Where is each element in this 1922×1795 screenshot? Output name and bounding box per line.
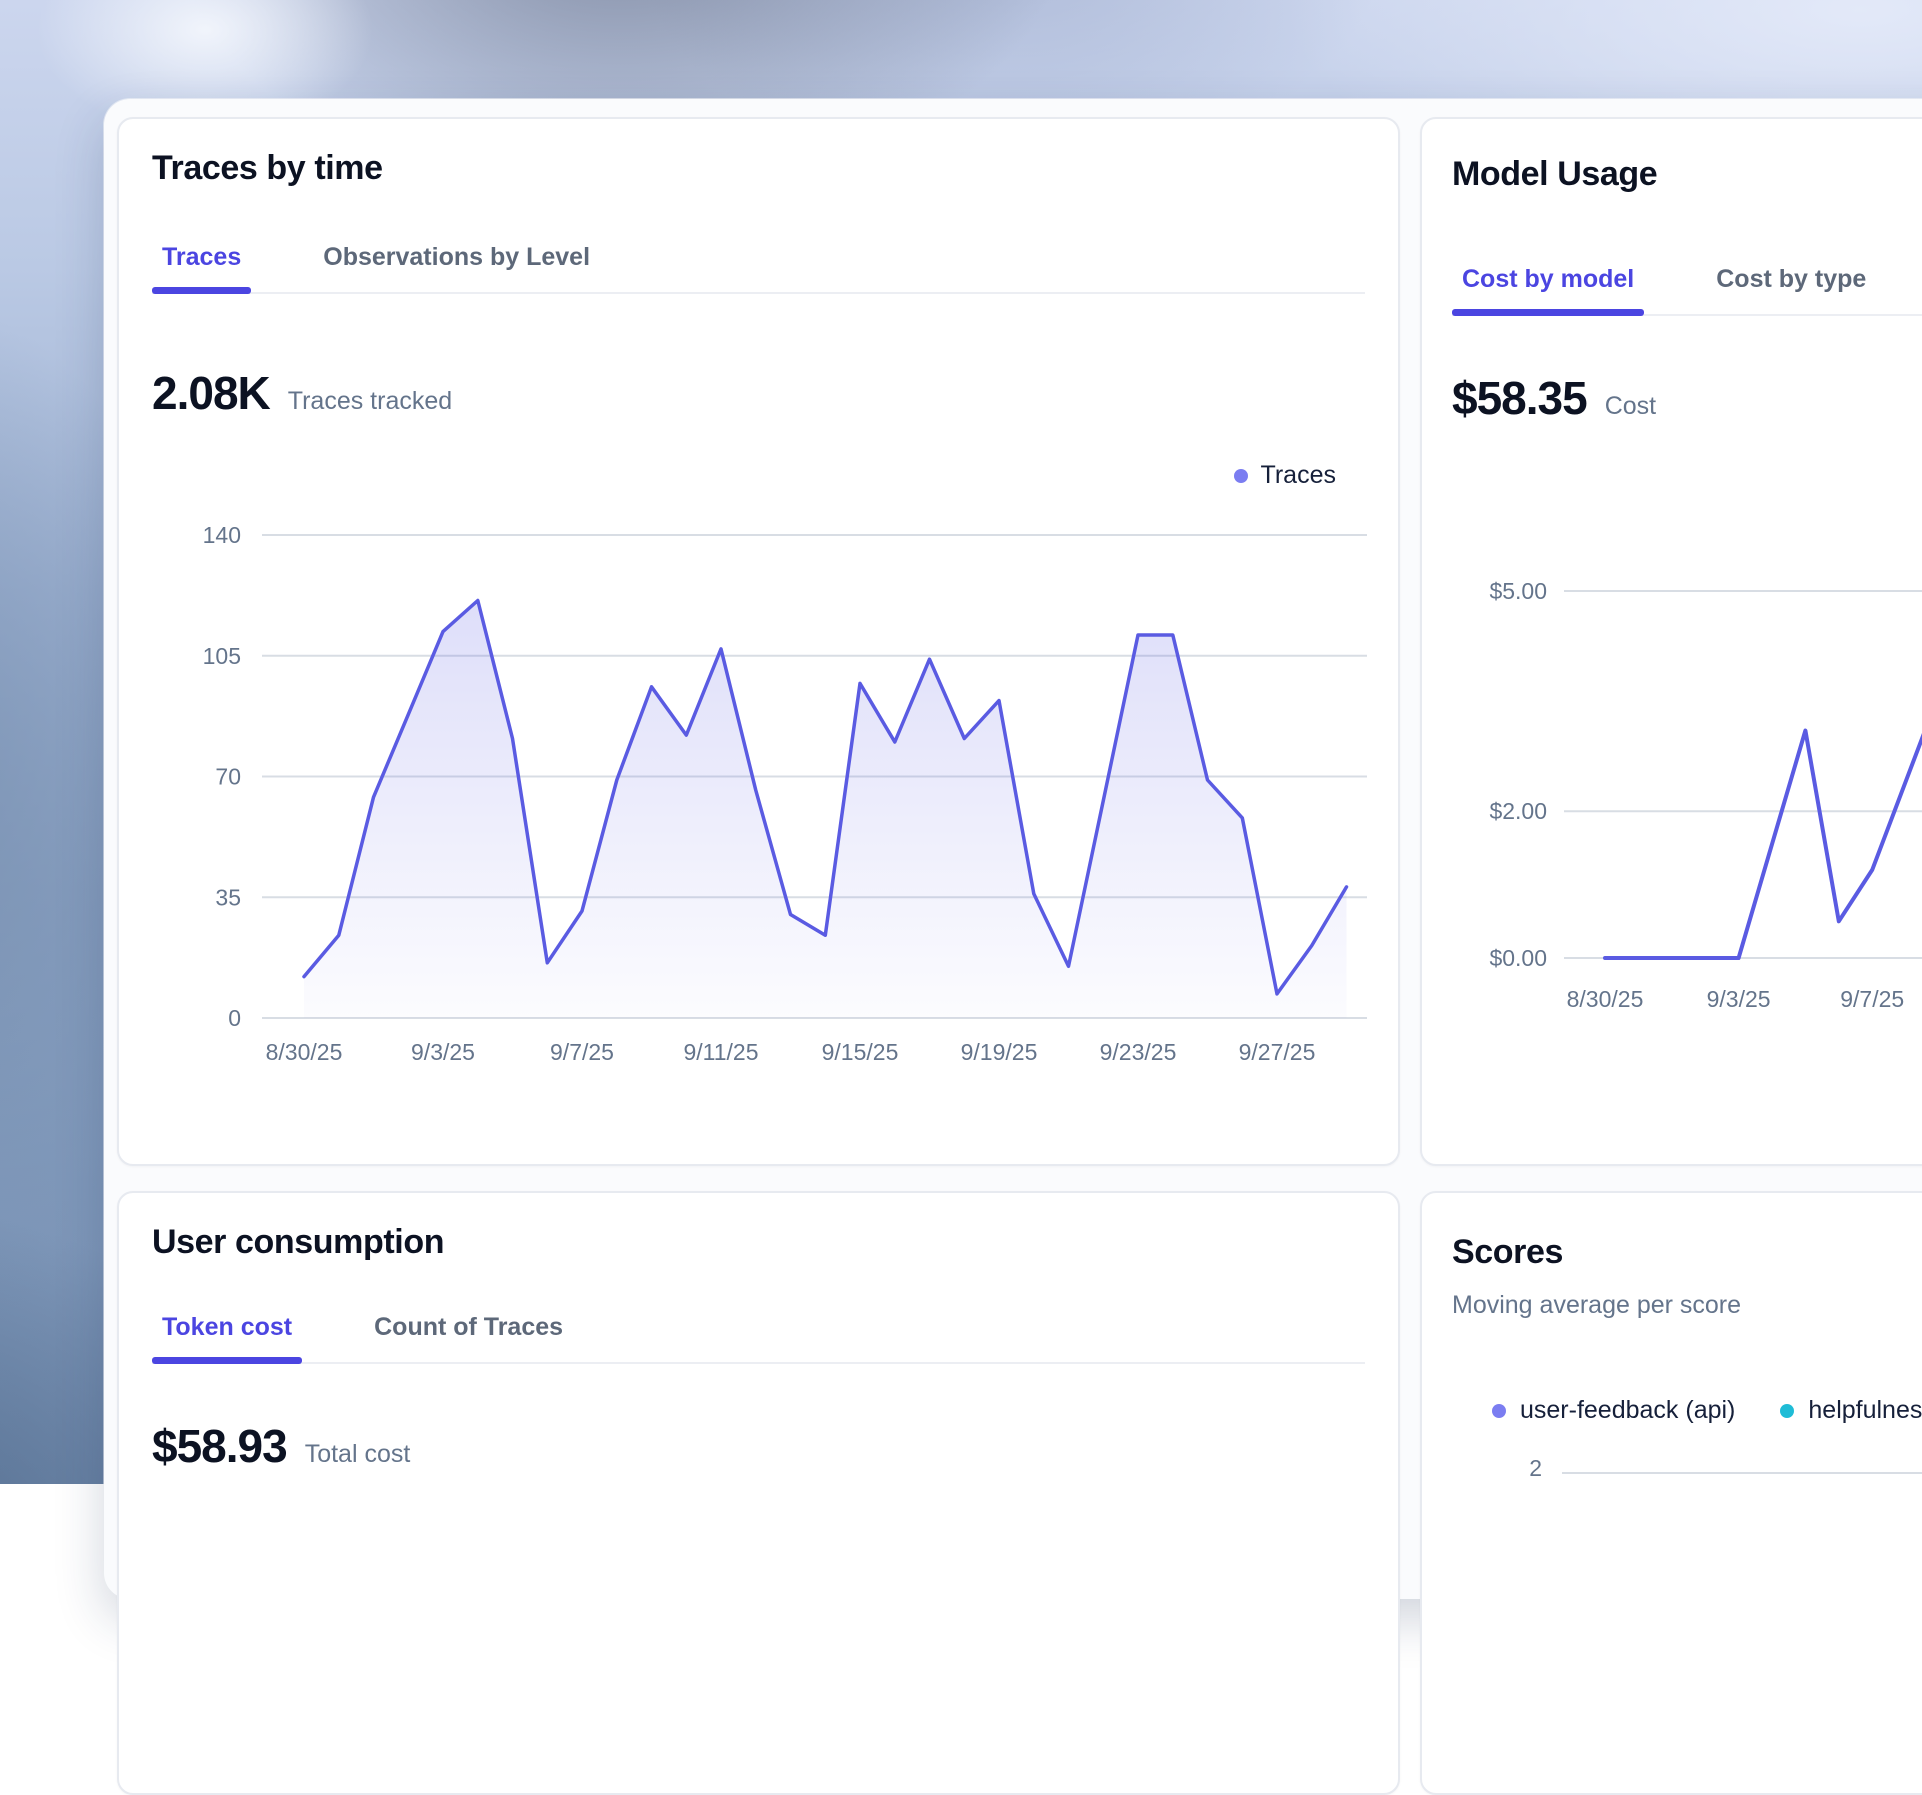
card-model-usage: Model Usage Cost by model Cost by type $… xyxy=(1420,117,1922,1166)
card-scores: Scores Moving average per score user-fee… xyxy=(1420,1191,1922,1795)
svg-text:9/19/25: 9/19/25 xyxy=(961,1039,1038,1065)
scores-y-tick: 2 xyxy=(1529,1455,1542,1481)
svg-text:9/15/25: 9/15/25 xyxy=(822,1039,899,1065)
metric-traces-tracked: 2.08K Traces tracked xyxy=(152,366,452,420)
metric-total-cost-value: $58.93 xyxy=(152,1420,288,1472)
svg-text:70: 70 xyxy=(215,764,241,790)
legend-item-user-feedback: user-feedback (api) xyxy=(1492,1396,1735,1425)
svg-text:9/11/25: 9/11/25 xyxy=(683,1039,758,1065)
svg-text:9/3/25: 9/3/25 xyxy=(1707,986,1771,1012)
svg-text:9/27/25: 9/27/25 xyxy=(1239,1039,1316,1065)
tabs-model-usage: Cost by model Cost by type xyxy=(1452,265,1922,316)
tab-count-of-traces[interactable]: Count of Traces xyxy=(374,1313,564,1341)
tab-traces[interactable]: Traces xyxy=(152,243,252,294)
tabs-traces-by-time: Traces Observations by Level xyxy=(152,243,1365,294)
legend-label-helpfulness: helpfulness xyxy=(1808,1396,1922,1424)
svg-text:105: 105 xyxy=(203,643,241,669)
tabs-user-consumption: Token cost Count of Traces xyxy=(152,1313,1365,1364)
metric-model-cost-value: $58.35 xyxy=(1452,372,1588,424)
card-title-model-usage: Model Usage xyxy=(1452,155,1658,193)
svg-text:$0.00: $0.00 xyxy=(1489,945,1547,971)
svg-text:9/7/25: 9/7/25 xyxy=(550,1039,614,1065)
tab-observations-by-level[interactable]: Observations by Level xyxy=(323,243,591,271)
metric-traces-label: Traces tracked xyxy=(287,387,453,415)
card-subtitle-scores: Moving average per score xyxy=(1452,1291,1742,1319)
svg-text:9/3/25: 9/3/25 xyxy=(411,1039,475,1065)
dashboard-container: Traces by time Traces Observations by Le… xyxy=(104,99,1922,1795)
tab-cost-by-model[interactable]: Cost by model xyxy=(1452,265,1645,316)
svg-text:9/23/25: 9/23/25 xyxy=(1100,1039,1177,1065)
svg-text:$5.00: $5.00 xyxy=(1489,578,1547,604)
svg-text:35: 35 xyxy=(215,884,241,910)
legend-item-helpfulness: helpfulness xyxy=(1780,1396,1922,1425)
legend-traces-chart: Traces xyxy=(1233,461,1336,490)
tab-token-cost[interactable]: Token cost xyxy=(152,1313,303,1364)
metric-model-cost-label: Cost xyxy=(1604,392,1657,420)
legend-scores-chart: user-feedback (api) helpfulness xyxy=(1492,1396,1922,1425)
legend-dot-user-feedback-icon xyxy=(1492,1403,1506,1418)
legend-dot-traces-icon xyxy=(1233,468,1248,483)
tab-cost-by-type[interactable]: Cost by type xyxy=(1716,265,1867,293)
svg-text:0: 0 xyxy=(228,1005,241,1031)
legend-dot-helpfulness-icon xyxy=(1780,1403,1795,1418)
svg-text:140: 140 xyxy=(203,522,241,548)
metric-total-cost-label: Total cost xyxy=(304,1440,411,1468)
metric-total-cost: $58.93 Total cost xyxy=(152,1419,410,1473)
metric-traces-value: 2.08K xyxy=(152,367,271,419)
legend-label-traces: Traces xyxy=(1260,461,1336,489)
card-user-consumption: User consumption Token cost Count of Tra… xyxy=(117,1191,1400,1795)
svg-text:9/7/25: 9/7/25 xyxy=(1840,986,1904,1012)
card-title-traces-by-time: Traces by time xyxy=(152,149,383,187)
card-traces-by-time: Traces by time Traces Observations by Le… xyxy=(117,117,1400,1166)
legend-label-user-feedback: user-feedback (api) xyxy=(1520,1396,1736,1424)
metric-model-cost: $58.35 Cost xyxy=(1452,371,1656,425)
svg-text:8/30/25: 8/30/25 xyxy=(266,1039,343,1065)
svg-text:8/30/25: 8/30/25 xyxy=(1567,986,1644,1012)
card-title-user-consumption: User consumption xyxy=(152,1223,445,1261)
card-title-scores: Scores xyxy=(1452,1233,1564,1271)
svg-text:$2.00: $2.00 xyxy=(1489,798,1547,824)
scores-gridline xyxy=(1562,1472,1922,1474)
